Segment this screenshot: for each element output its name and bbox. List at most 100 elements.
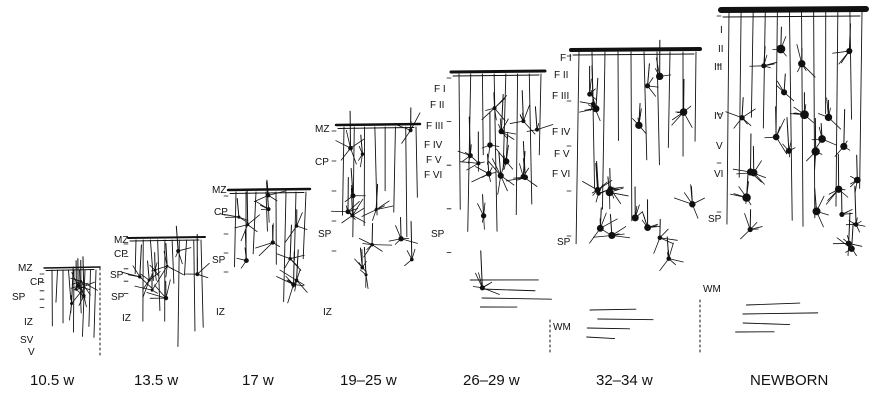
neuron-dendrite <box>843 146 851 151</box>
neuron-apical-dendrite <box>493 92 496 109</box>
neuron-dendrite <box>142 279 150 299</box>
neuron-dendrite <box>684 192 693 205</box>
neuron-dendrite <box>361 209 377 217</box>
neuron-dendrite <box>350 138 365 149</box>
neuron-dendrite <box>599 188 611 194</box>
neuron-apical-dendrite <box>534 106 538 131</box>
neuron-dendrite <box>782 143 790 152</box>
neuron-dendrite <box>753 172 765 185</box>
radial-fiber <box>93 269 97 338</box>
neuron-dendrite <box>165 279 171 299</box>
neuron-dendrite <box>843 238 850 244</box>
pial-surface <box>334 122 422 127</box>
radial-fiber <box>789 11 793 221</box>
neuron-dendrite <box>296 279 305 286</box>
neuron-dendrite <box>175 250 179 258</box>
age-label: 26–29 w <box>463 372 520 389</box>
neuron-dendrite <box>469 155 478 162</box>
neuron-apical-dendrite <box>410 220 413 261</box>
neuron-dendrite <box>815 138 823 148</box>
radial-fiber <box>601 51 606 210</box>
neuron-dendrite <box>647 223 659 228</box>
neuron-dendrite <box>834 146 845 157</box>
marginal-zone-fiber <box>452 74 540 77</box>
white-matter-fiber <box>586 327 631 330</box>
layer-label-sp: SP <box>110 270 124 281</box>
neuron-dendrite <box>154 269 159 276</box>
radial-fiber <box>656 51 660 166</box>
neuron-dendrite <box>219 213 240 218</box>
neuron-dendrite <box>647 85 657 97</box>
neuron-dendrite <box>255 242 274 249</box>
neuron-dendrite <box>746 197 752 206</box>
neuron-dendrite <box>347 201 360 213</box>
neuron-dendrite <box>780 36 787 50</box>
neuron-apical-dendrite <box>147 260 150 281</box>
neuron-dendrite <box>83 295 87 308</box>
neuron-dendrite <box>848 243 852 251</box>
neuron-dendrite <box>177 247 192 252</box>
neuron-dendrite <box>638 124 647 135</box>
neuron-apical-dendrite <box>851 222 854 250</box>
neuron-dendrite <box>268 208 270 223</box>
neuron-dendrite <box>794 112 805 116</box>
neuron-dendrite <box>828 116 842 130</box>
neuron-dendrite <box>668 258 684 263</box>
radial-fiber <box>234 191 237 268</box>
neuron-dendrite <box>841 211 848 215</box>
radial-fiber <box>352 126 355 238</box>
neuron-dendrite <box>828 188 840 195</box>
neuron-apical-dendrite <box>848 212 851 244</box>
radial-fiber <box>88 269 91 327</box>
neuron-dendrite <box>797 63 803 73</box>
radial-fiber <box>467 73 472 232</box>
white-matter-fiber <box>742 322 790 326</box>
pial-surface <box>449 69 547 74</box>
neuron-dendrite <box>151 265 168 272</box>
radial-fiber <box>393 126 396 213</box>
neuron-dendrite <box>238 216 249 224</box>
neuron-dendrite <box>127 274 141 278</box>
neuron-dendrite <box>595 193 599 203</box>
radial-fiber <box>200 239 204 328</box>
neuron-apical-dendrite <box>775 106 777 138</box>
neuron-dendrite <box>139 273 150 281</box>
neuron-dendrite <box>744 213 751 230</box>
neuron-dendrite <box>611 235 631 239</box>
neuron-dendrite <box>411 248 416 260</box>
neuron-dendrite <box>500 131 517 135</box>
radial-fiber <box>193 239 196 332</box>
neuron-dendrite <box>659 228 669 239</box>
neuron-dendrite <box>732 168 751 173</box>
neuron-dendrite <box>634 204 640 219</box>
neuron-dendrite <box>832 50 850 54</box>
neuron-dendrite <box>372 209 377 221</box>
neuron-dendrite <box>240 260 247 269</box>
neuron-dendrite <box>285 275 294 285</box>
neuron-apical-dendrite <box>71 266 74 305</box>
neuron-dendrite <box>597 180 613 191</box>
neuron-dendrite <box>293 284 305 287</box>
neuron-dendrite <box>287 284 294 304</box>
neuron-dendrite <box>471 173 490 183</box>
neuron-dendrite <box>267 194 278 202</box>
marginal-zone-fiber <box>45 269 95 271</box>
neuron-dendrite <box>393 123 411 131</box>
neuron-dendrite <box>395 225 402 240</box>
neuron-dendrite <box>609 186 624 190</box>
neuron-dendrite <box>818 113 829 118</box>
neuron-apical-dendrite <box>595 162 599 191</box>
neuron-dendrite <box>234 224 249 229</box>
neuron-dendrite <box>400 238 418 244</box>
layer-label-iz: IZ <box>323 307 332 318</box>
neuron-dendrite <box>806 151 817 162</box>
neuron-apical-dendrite <box>350 167 354 197</box>
neuron-dendrite <box>772 48 782 50</box>
neuron-dendrite <box>494 107 497 121</box>
radial-fiber <box>458 73 461 210</box>
layer-label-sp: SP <box>431 229 445 240</box>
neuron-dendrite <box>296 225 308 230</box>
neuron-dendrite <box>599 218 618 229</box>
neuron-dendrite <box>165 265 168 278</box>
